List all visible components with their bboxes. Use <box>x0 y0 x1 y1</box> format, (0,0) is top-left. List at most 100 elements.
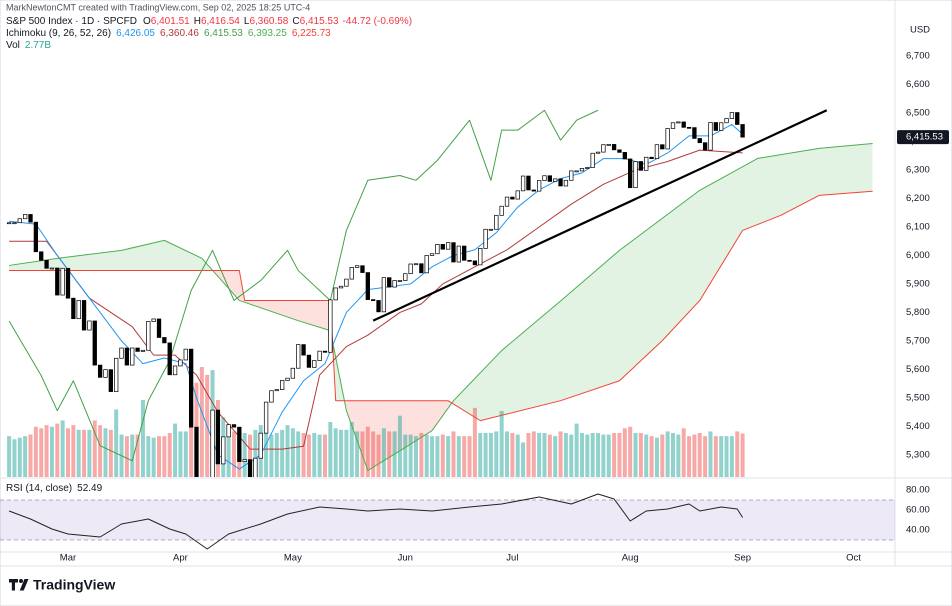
volume-bar <box>280 429 285 477</box>
candle-body <box>606 144 611 146</box>
volume-bar <box>98 425 103 477</box>
candle-body <box>467 259 472 262</box>
indicator-value: 6,225.73 <box>292 28 331 39</box>
rsi-tick-label: 60.00 <box>906 505 930 516</box>
candle-body <box>553 178 558 182</box>
volume-bar <box>285 425 290 477</box>
candle-body <box>76 300 81 320</box>
volume-bar <box>28 434 33 477</box>
volume-bar <box>157 436 162 477</box>
candle-body <box>381 277 387 313</box>
volume-bar <box>135 434 140 477</box>
header-line: S&P 500 Index · 1D · SPCFD O6,401.51 H6,41… <box>6 16 412 27</box>
candle-body <box>617 149 622 153</box>
volume-bar <box>349 422 354 477</box>
footer: TradingView <box>9 577 115 593</box>
candle-body <box>649 156 654 160</box>
ohlc-value: 6,401.51 <box>151 16 190 27</box>
candle-body <box>526 175 531 191</box>
rsi-band <box>0 500 895 540</box>
candle-body <box>178 359 183 367</box>
candle-body <box>397 280 403 282</box>
volume-bar <box>12 439 17 477</box>
volume-bar <box>713 436 718 477</box>
volume-bar <box>264 428 269 477</box>
candle-body <box>215 409 221 465</box>
candle-body <box>124 347 130 366</box>
volume-bar <box>526 433 531 477</box>
candle-body <box>349 267 354 280</box>
volume-bar <box>178 431 183 477</box>
volume-bar <box>296 431 301 477</box>
volume-bar <box>681 428 686 477</box>
volume-bar <box>344 429 349 477</box>
y-tick-label: 5,900 <box>906 278 930 289</box>
candle-body <box>633 161 638 189</box>
volume-bar <box>478 433 483 477</box>
candle-body <box>547 175 553 182</box>
candle-body <box>724 118 729 124</box>
candle-body <box>172 365 178 376</box>
cloud-span-b <box>9 190 873 422</box>
volume-bar <box>451 431 456 477</box>
candle-body <box>6 222 12 225</box>
candle-body <box>97 364 103 378</box>
volume-bar <box>408 434 413 477</box>
volume-bar <box>173 423 178 477</box>
header: MarkNewtonCMT created with TradingView.c… <box>6 2 412 493</box>
rsi-value: 52.49 <box>77 483 102 494</box>
volume-bar <box>103 428 108 477</box>
volume-bar <box>462 436 467 477</box>
candle-body <box>71 297 76 320</box>
candle-body <box>563 179 569 187</box>
x-tick-label: Jun <box>398 553 413 564</box>
volume-bar <box>735 431 740 477</box>
candle-body <box>558 178 563 187</box>
x-tick-label: Jul <box>506 553 518 564</box>
volume-bar <box>328 422 333 477</box>
volume-bar <box>612 433 617 477</box>
candle-body <box>92 320 97 366</box>
rsi-line <box>8 493 744 550</box>
volume-bar <box>617 433 622 477</box>
volume-bar <box>521 442 526 477</box>
candle-body <box>692 127 697 139</box>
indicator-value: 6,426.05 <box>116 28 155 39</box>
volume-bar <box>670 433 675 477</box>
candle-body <box>23 214 28 220</box>
volume-bar <box>253 429 258 477</box>
ohlc-value: 6,360.58 <box>249 16 288 27</box>
candle-body <box>114 357 119 392</box>
candle-body <box>65 267 71 299</box>
volume-bar <box>703 436 708 477</box>
volume-bar <box>146 436 151 477</box>
volume-bar <box>414 436 419 477</box>
candle-body <box>644 156 649 171</box>
volume-bar <box>692 434 697 477</box>
y-tick-label: 5,500 <box>906 392 930 403</box>
volume-bar <box>446 436 451 477</box>
change-value: -44.72 (-0.69%) <box>343 16 412 27</box>
candle-body <box>146 321 151 351</box>
ohlc-label: O <box>143 16 151 27</box>
volume-bar <box>339 429 344 477</box>
volume-bar <box>622 428 627 477</box>
y-tick-label: 5,300 <box>906 449 930 460</box>
candle-body <box>280 380 285 390</box>
candle-body <box>44 259 49 269</box>
symbol-title: S&P 500 Index · 1D · SPCFD <box>6 16 137 27</box>
volume-bar <box>60 420 65 477</box>
candle-body <box>595 151 601 154</box>
volume-bar <box>130 434 135 477</box>
candle-body <box>253 457 258 477</box>
candle-body <box>601 144 606 153</box>
y-tick-label: 6,500 <box>906 108 930 119</box>
volume-bar <box>371 431 376 477</box>
candle-body <box>285 377 290 381</box>
volume-bar <box>638 433 643 477</box>
volume-bar <box>248 434 253 477</box>
cloud-layer <box>9 143 873 471</box>
volume-bar <box>39 428 44 477</box>
volume-legend: Vol 2.77B <box>6 40 51 51</box>
cloud-span-a <box>9 142 873 471</box>
